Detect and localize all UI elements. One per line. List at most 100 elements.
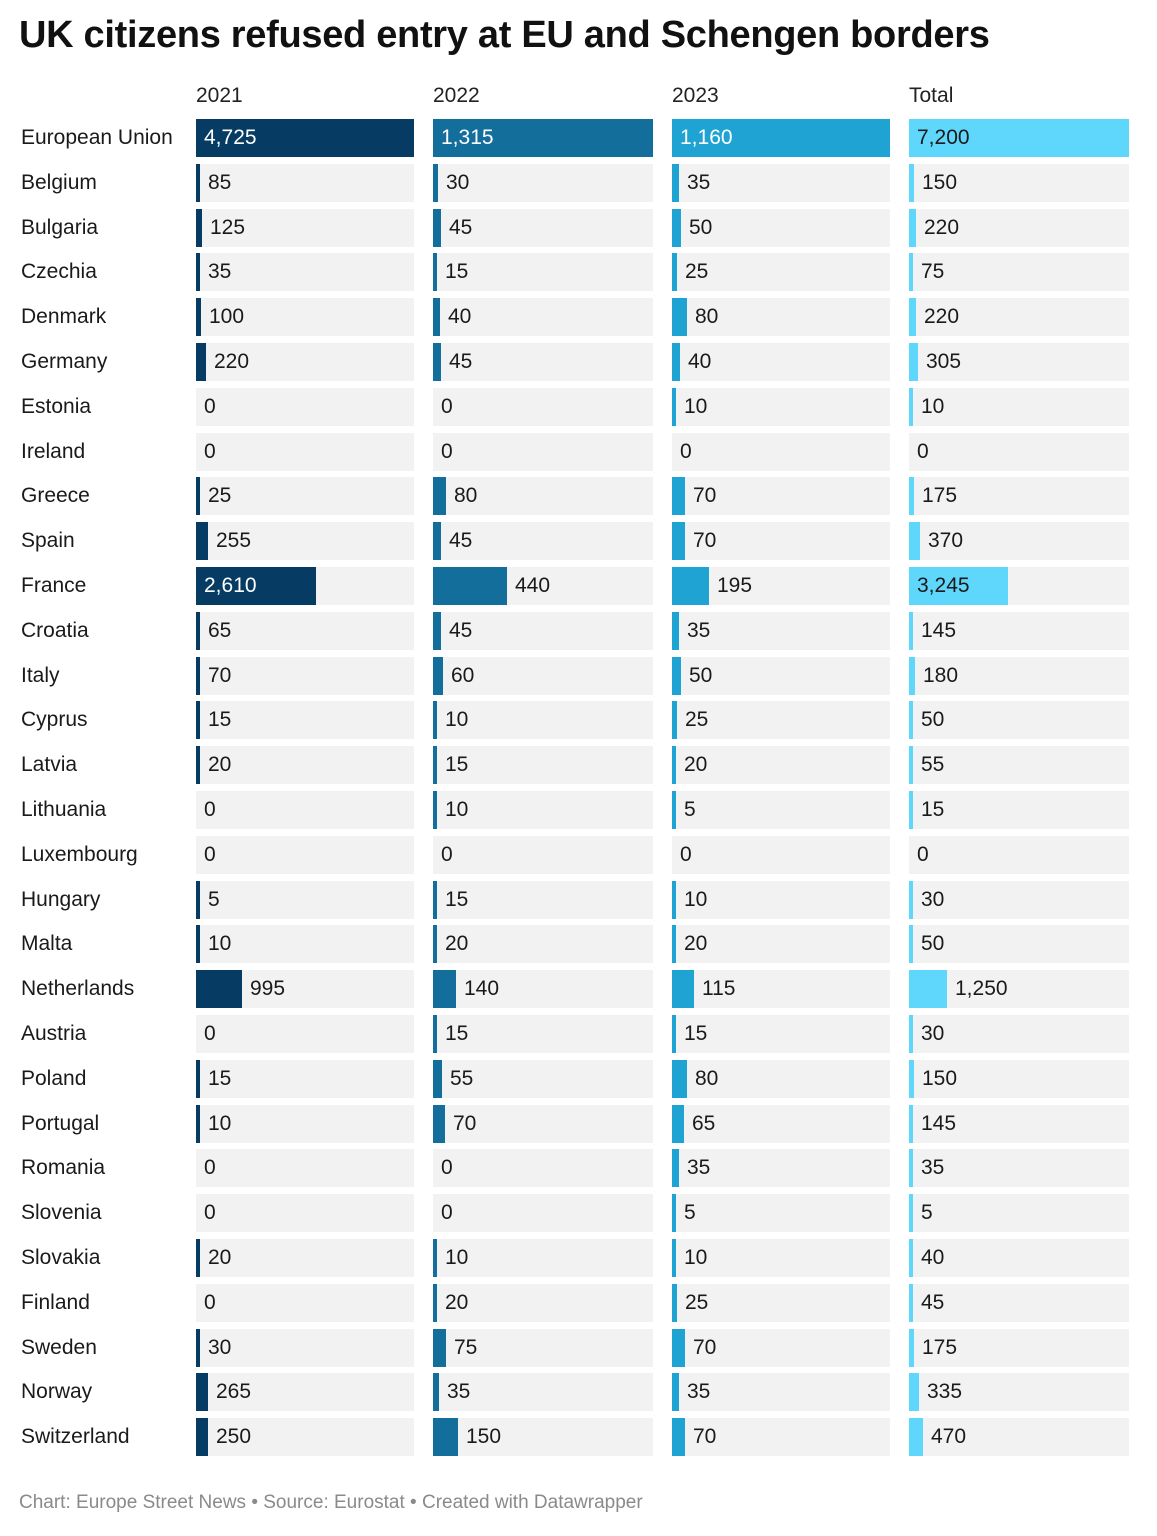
row-label: Italy (21, 663, 60, 687)
value-label: 1,250 (955, 977, 1008, 1001)
value-label: 35 (687, 1156, 711, 1180)
value-bar (433, 1059, 442, 1098)
table-cell: 0 (909, 432, 1129, 471)
table-cell: 30 (909, 1015, 1129, 1053)
table-cell: 40 (909, 1239, 1129, 1277)
value-label: 0 (204, 798, 216, 821)
value-bar (909, 925, 913, 964)
row-label: European Union (21, 126, 173, 149)
value-label: 25 (685, 260, 709, 284)
table-cell: 150 (433, 1418, 653, 1457)
value-bar (672, 1283, 677, 1322)
table-cell: 1,160 (672, 119, 890, 157)
table-cell: 65 (672, 1104, 890, 1143)
value-bar (909, 343, 918, 381)
value-label: 0 (204, 394, 216, 418)
value-bar (909, 1418, 923, 1457)
table-cell: 20 (196, 1239, 414, 1277)
value-label: 35 (208, 260, 232, 284)
table-cell: 15 (196, 1059, 414, 1098)
value-bar (909, 567, 1008, 605)
value-bar (672, 477, 685, 516)
table-cell: 0 (433, 1194, 653, 1233)
table-cell: 195 (672, 567, 890, 605)
table-cell: 0 (196, 1015, 414, 1053)
table-cell: 50 (909, 701, 1129, 740)
value-label: 35 (687, 1380, 711, 1404)
value-label: 45 (449, 350, 473, 373)
table-cell: 75 (433, 1328, 653, 1367)
row-label: Hungary (21, 887, 101, 911)
value-bar (433, 522, 441, 561)
value-label: 0 (441, 394, 453, 418)
table-cell: 0 (433, 1149, 653, 1188)
column-header-total: Total (909, 84, 954, 107)
table-cell: 5 (672, 1194, 890, 1233)
column-header-2022: 2022 (433, 84, 480, 107)
row-label: Malta (21, 932, 73, 956)
value-bar (196, 1418, 208, 1457)
value-bar (909, 611, 913, 650)
value-bar (433, 119, 653, 157)
row-label: Germany (21, 350, 108, 373)
value-label: 30 (208, 1335, 232, 1359)
value-bar (433, 163, 438, 202)
table-cell: 45 (433, 522, 653, 561)
value-label: 70 (693, 529, 717, 553)
value-label: 250 (216, 1425, 252, 1449)
value-label: 20 (445, 932, 469, 956)
value-label: 40 (688, 350, 712, 373)
value-label: 0 (441, 1156, 453, 1180)
value-bar (672, 925, 676, 964)
value-bar (909, 656, 915, 695)
value-label: 10 (684, 394, 708, 418)
value-label: 15 (445, 753, 469, 777)
value-bar (672, 387, 676, 426)
value-label: 0 (917, 842, 929, 866)
value-bar (433, 1239, 437, 1277)
value-bar (433, 970, 456, 1009)
chart-footer: Chart: Europe Street News • Source: Euro… (19, 1492, 643, 1513)
value-label: 15 (445, 260, 469, 284)
row-label: Finland (21, 1290, 90, 1314)
value-bar (196, 1239, 200, 1277)
value-label: 145 (921, 618, 957, 642)
table-cell: 15 (433, 253, 653, 292)
value-label: 40 (448, 305, 472, 329)
table-cell: 15 (672, 1015, 890, 1053)
table-cell: 30 (196, 1328, 414, 1367)
row-label: Spain (21, 529, 75, 553)
value-bar (196, 656, 200, 695)
value-label: 995 (250, 977, 286, 1001)
table-cell: 35 (196, 253, 414, 292)
value-label: 100 (209, 305, 245, 329)
table-cell: 470 (909, 1418, 1129, 1457)
value-bar (433, 208, 441, 247)
value-label: 35 (687, 618, 711, 642)
table-cell: 255 (196, 522, 414, 561)
table-cell: 2,610 (196, 567, 414, 605)
value-bar (672, 1149, 679, 1188)
table-cell: 1,315 (433, 119, 653, 157)
table-cell: 10 (196, 925, 414, 964)
value-bar (196, 253, 200, 292)
table-cell: 35 (672, 163, 890, 202)
table-cell: 100 (196, 298, 414, 337)
table-cell: 370 (909, 522, 1129, 561)
value-label: 20 (208, 753, 232, 777)
table-cell: 250 (196, 1418, 414, 1457)
column-header-2023: 2023 (672, 84, 719, 107)
value-bar (433, 567, 507, 605)
value-bar (433, 1373, 439, 1412)
value-label: 0 (204, 1290, 216, 1314)
value-label: 20 (208, 1246, 232, 1269)
value-label: 55 (921, 753, 945, 777)
value-label: 175 (922, 1335, 958, 1359)
value-label: 55 (450, 1066, 474, 1090)
table-cell: 45 (433, 611, 653, 650)
table-cell: 0 (196, 1283, 414, 1322)
value-label: 15 (921, 798, 945, 821)
value-bar (672, 1373, 679, 1412)
value-label: 30 (446, 170, 470, 194)
table-cell: 70 (433, 1104, 653, 1143)
